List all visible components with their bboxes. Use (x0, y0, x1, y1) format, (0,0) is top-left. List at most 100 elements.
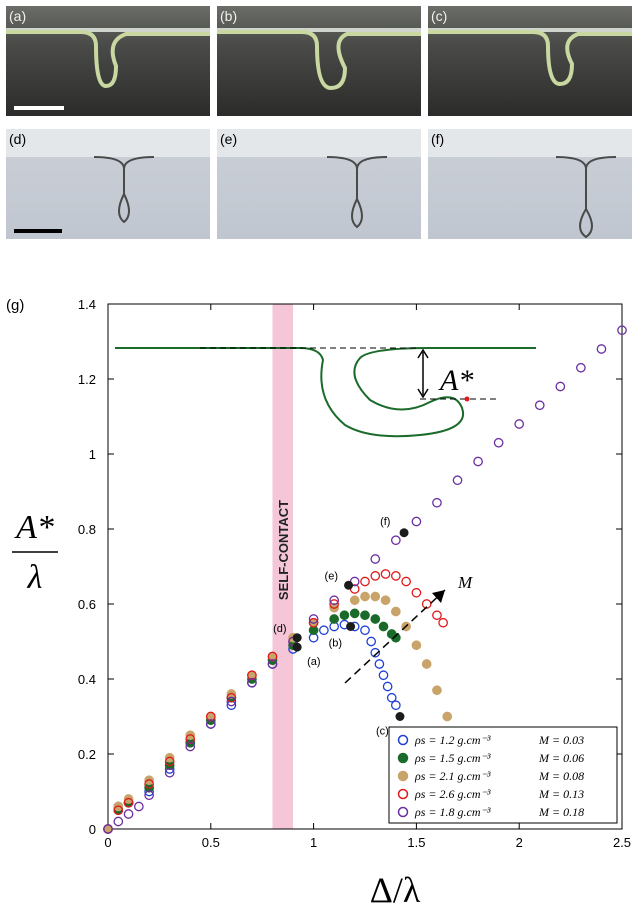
data-point (432, 610, 442, 621)
data-point (411, 587, 422, 598)
x-tick-label: 2.5 (613, 835, 631, 850)
sheet-curve (428, 30, 632, 87)
self-contact-label: SELF-CONTACT (276, 500, 291, 600)
legend-label: ρs = 1.5 g.cm⁻³ (414, 751, 491, 765)
data-point (113, 816, 124, 827)
legend-swatch (397, 734, 409, 746)
data-point (514, 419, 525, 429)
x-tick-label: 1 (310, 835, 317, 850)
y-tick-label: 0.2 (78, 747, 96, 762)
marker-label: (d) (273, 623, 286, 635)
surface-line (217, 28, 421, 32)
y-axis-label-top: A* (14, 509, 54, 546)
data-point (534, 400, 545, 411)
m-arrowhead (432, 590, 445, 603)
y-tick-label: 1.2 (78, 372, 96, 387)
data-point (370, 647, 381, 658)
data-point (576, 362, 586, 373)
data-point (421, 659, 432, 669)
legend-label: ρs = 1.2 g.cm⁻³ (414, 733, 491, 747)
data-point (390, 606, 401, 617)
data-point (390, 535, 401, 546)
y-axis-label-bottom: λ (27, 559, 43, 596)
data-point (247, 670, 257, 681)
inset-label: A* (438, 364, 473, 397)
data-point (555, 381, 566, 392)
marker-label: (a) (307, 656, 320, 668)
panel-label: (e) (220, 131, 238, 147)
x-tick-label: 0.5 (202, 835, 220, 850)
data-point (133, 801, 144, 812)
data-point (370, 554, 381, 564)
data-point (452, 475, 463, 486)
drop-outline (93, 156, 155, 224)
data-point (432, 685, 442, 696)
legend-swatch (397, 788, 409, 800)
legend-swatch (397, 806, 409, 818)
scale-bar (14, 229, 62, 233)
data-point (144, 790, 154, 801)
data-point (349, 608, 360, 619)
data-point (442, 711, 453, 722)
m-arrow-line (344, 589, 446, 684)
x-tick-label: 2 (516, 835, 523, 850)
data-point (390, 632, 401, 643)
legend-m-value: M = 0.06 (538, 751, 584, 765)
photo-panel-f: (f) (428, 129, 632, 239)
photo-panel-e: (e) (217, 129, 421, 239)
data-point (247, 677, 257, 688)
data-point (421, 599, 432, 609)
legend-swatch (397, 752, 409, 764)
data-point (596, 344, 607, 354)
data-point (473, 456, 483, 467)
data-point (226, 696, 237, 707)
data-point (205, 711, 216, 722)
data-point (308, 617, 319, 628)
marker-label: (e) (325, 570, 338, 582)
inset-sheet-profile (115, 347, 536, 438)
series-4 (103, 325, 627, 834)
y-tick-label: 0.6 (78, 597, 96, 612)
surface-line (6, 28, 210, 32)
legend-m-value: M = 0.13 (538, 787, 584, 801)
legend-swatch (397, 770, 409, 782)
scale-bar (14, 106, 64, 110)
marker-point (292, 633, 302, 643)
data-point (617, 325, 627, 336)
photo-panel-a: (a) (6, 6, 210, 116)
marker-point (346, 622, 356, 631)
data-point (438, 617, 448, 628)
data-point (123, 797, 134, 808)
drop-outline (326, 156, 388, 229)
plot-frame (107, 303, 623, 830)
series-0 (103, 619, 401, 834)
data-point (390, 700, 401, 711)
data-point (378, 670, 389, 681)
panel-label: (b) (220, 8, 238, 24)
drop-outline (555, 156, 617, 239)
data-point (370, 591, 381, 602)
sheet-curve (217, 30, 421, 91)
surface-band (6, 129, 210, 157)
data-point (103, 824, 113, 834)
data-point (401, 576, 411, 587)
panel-label: (f) (431, 131, 445, 147)
data-point (493, 437, 504, 448)
marker-point (344, 580, 354, 590)
data-point (319, 625, 329, 636)
inset-red-dot (464, 396, 470, 402)
surface-band (217, 129, 421, 157)
marker-label: (b) (329, 638, 342, 650)
data-point (329, 595, 340, 606)
data-point (360, 576, 370, 587)
y-tick-label: 0 (89, 822, 96, 837)
photo-panel-c: (c) (428, 6, 632, 116)
data-point (432, 497, 442, 508)
data-point (329, 614, 340, 624)
data-point (267, 659, 278, 669)
data-point (329, 599, 340, 609)
x-tick-label: 1.5 (407, 835, 425, 850)
m-arrow-label: M (457, 573, 473, 592)
data-point (378, 621, 389, 632)
data-point (370, 571, 381, 581)
